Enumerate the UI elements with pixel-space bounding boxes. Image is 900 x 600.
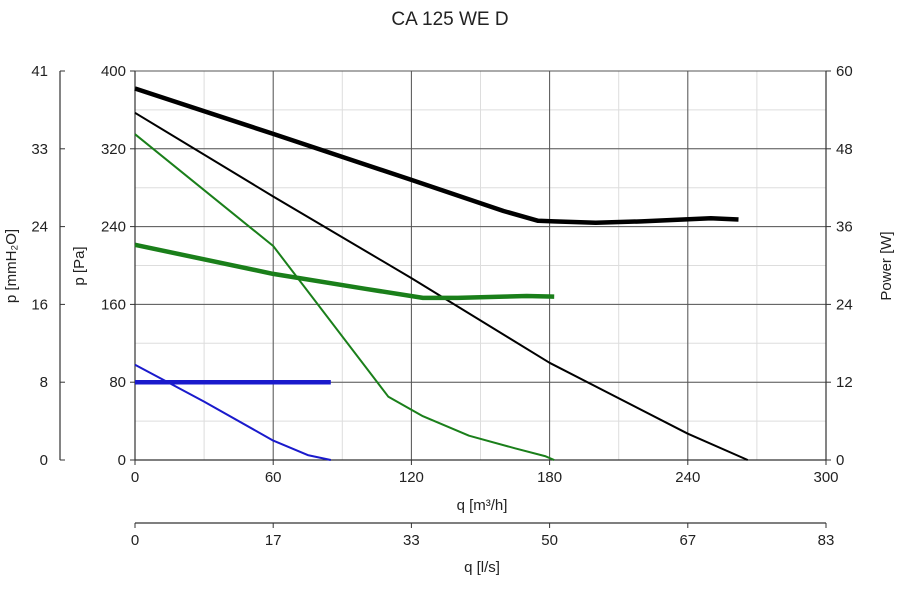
x-axis-title-m3h: q [m³/h] bbox=[457, 497, 508, 514]
y-tick-label-pa: 320 bbox=[101, 141, 126, 158]
x-tick-label-ls: 0 bbox=[131, 532, 139, 549]
x-tick-label-m3h: 0 bbox=[131, 469, 139, 486]
y-tick-label-power: 48 bbox=[836, 141, 853, 158]
pressure-curve bbox=[134, 363, 332, 461]
y-tick-label-mmh2o: 0 bbox=[40, 452, 48, 469]
y-axis-title-power: Power [W] bbox=[878, 231, 895, 300]
y-tick-label-mmh2o: 16 bbox=[31, 296, 48, 313]
x-tick-label-m3h: 60 bbox=[265, 469, 282, 486]
x-tick-label-m3h: 300 bbox=[813, 469, 838, 486]
x-tick-label-ls: 17 bbox=[265, 532, 282, 549]
y-tick-label-mmh2o: 8 bbox=[40, 374, 48, 391]
y-tick-label-pa: 160 bbox=[101, 296, 126, 313]
pressure-curve bbox=[134, 133, 555, 461]
chart-title: CA 125 WE D bbox=[391, 9, 508, 30]
x-tick-label-m3h: 240 bbox=[675, 469, 700, 486]
x-tick-label-m3h: 120 bbox=[399, 469, 424, 486]
y-tick-label-power: 24 bbox=[836, 296, 853, 313]
power-curve bbox=[134, 86, 739, 225]
x-axis-title-ls: q [l/s] bbox=[464, 559, 500, 576]
power-curve bbox=[134, 242, 555, 301]
y-tick-label-power: 12 bbox=[836, 374, 853, 391]
y-tick-label-pa: 400 bbox=[101, 63, 126, 80]
y-tick-label-power: 0 bbox=[836, 452, 844, 469]
y-tick-label-mmh2o: 33 bbox=[31, 141, 48, 158]
y-axis-title-mmh2o: p [mmH₂O] bbox=[3, 229, 20, 303]
x-tick-label-ls: 83 bbox=[818, 532, 835, 549]
x-tick-label-ls: 67 bbox=[679, 532, 696, 549]
series-lines bbox=[134, 86, 749, 461]
y-tick-label-mmh2o: 24 bbox=[31, 219, 48, 236]
axes bbox=[59, 71, 827, 524]
y-tick-label-power: 60 bbox=[836, 63, 853, 80]
y-tick-label-power: 36 bbox=[836, 219, 853, 236]
y-tick-label-pa: 80 bbox=[109, 374, 126, 391]
x-tick-label-ls: 33 bbox=[403, 532, 420, 549]
x-tick-label-ls: 50 bbox=[541, 532, 558, 549]
y-axis-title-pa: p [Pa] bbox=[71, 246, 88, 285]
y-tick-label-pa: 240 bbox=[101, 219, 126, 236]
x-tick-label-m3h: 180 bbox=[537, 469, 562, 486]
y-tick-label-mmh2o: 41 bbox=[31, 63, 48, 80]
pressure-curve bbox=[134, 111, 749, 461]
y-tick-label-pa: 0 bbox=[118, 452, 126, 469]
